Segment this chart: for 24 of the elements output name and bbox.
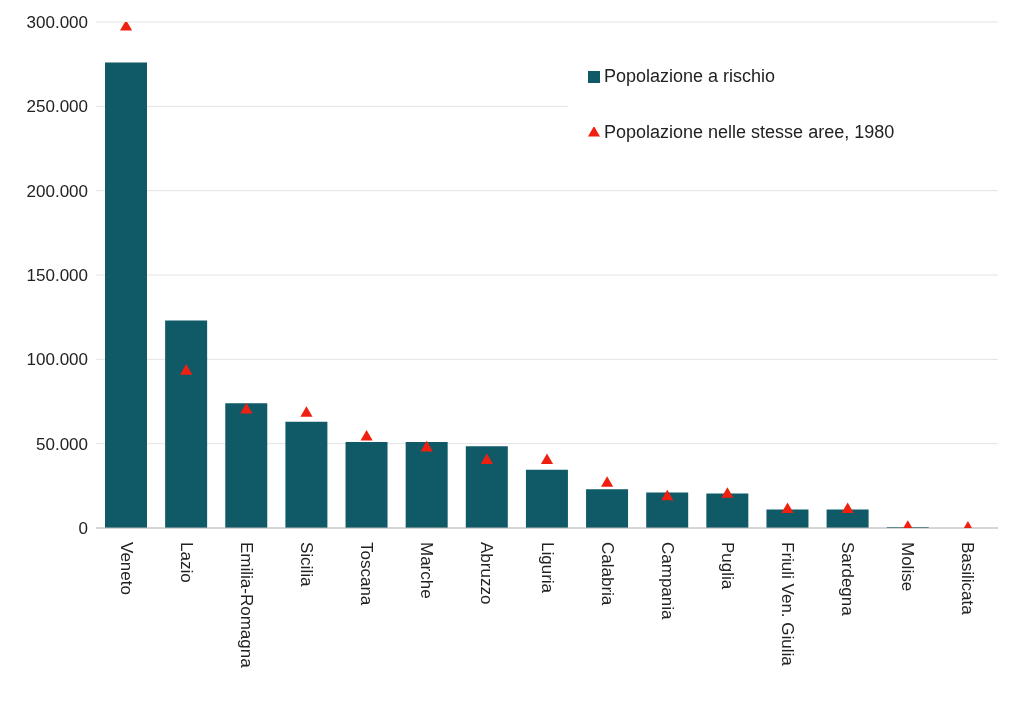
x-tick-label: Abruzzo — [477, 542, 497, 605]
y-tick-label: 300.000 — [26, 13, 88, 33]
x-tick-label: Campania — [657, 542, 677, 621]
x-tick-label: Sicilia — [296, 542, 316, 587]
x-tick-label: Puglia — [717, 542, 737, 590]
y-tick-label: 0 — [78, 519, 88, 539]
x-tick-label: Friuli Ven. Giulia — [778, 542, 798, 667]
x-tick-label: Lazio — [176, 542, 196, 583]
y-tick-label: 200.000 — [26, 181, 88, 201]
x-tick-label: Molise — [898, 542, 918, 592]
x-tick-label: Calabria — [597, 542, 617, 606]
y-tick-label: 150.000 — [26, 266, 88, 286]
x-tick-label: Marche — [417, 542, 437, 599]
x-tick-label: Emilia-Romagna — [236, 542, 256, 669]
x-tick-label: Sardegna — [838, 542, 858, 617]
x-tick-label: Liguria — [537, 542, 557, 594]
x-tick-label: Basilicata — [958, 542, 978, 616]
y-tick-label: 50.000 — [36, 434, 88, 454]
legend-label: Popolazione a rischio — [604, 66, 776, 86]
y-tick-label: 100.000 — [26, 350, 88, 370]
x-tick-label: Veneto — [116, 542, 136, 595]
x-tick-label: Toscana — [357, 542, 377, 606]
legend-label: Popolazione nelle stesse aree, 1980 — [604, 122, 895, 142]
y-tick-label: 250.000 — [26, 97, 88, 117]
